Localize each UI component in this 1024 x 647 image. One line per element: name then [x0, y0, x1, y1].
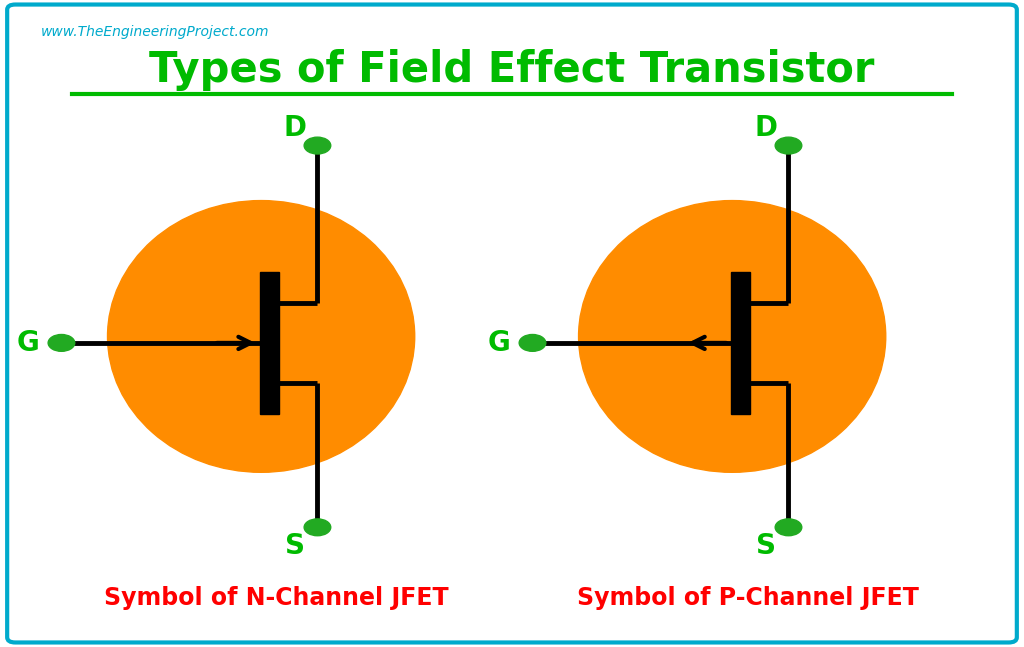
Text: www.TheEngineeringProject.com: www.TheEngineeringProject.com [41, 25, 269, 39]
Text: Symbol of P-Channel JFET: Symbol of P-Channel JFET [577, 586, 919, 611]
Text: S: S [285, 532, 305, 560]
Text: Types of Field Effect Transistor: Types of Field Effect Transistor [150, 49, 874, 91]
Text: Symbol of N-Channel JFET: Symbol of N-Channel JFET [104, 586, 449, 611]
Bar [731, 272, 750, 414]
Circle shape [775, 137, 802, 154]
Circle shape [519, 334, 546, 351]
Text: G: G [487, 329, 510, 357]
Ellipse shape [108, 201, 415, 472]
Circle shape [304, 137, 331, 154]
Circle shape [48, 334, 75, 351]
Text: S: S [756, 532, 776, 560]
FancyBboxPatch shape [7, 5, 1017, 642]
Text: D: D [284, 115, 306, 142]
Bar [260, 272, 279, 414]
Text: D: D [755, 115, 777, 142]
Circle shape [304, 519, 331, 536]
Circle shape [775, 519, 802, 536]
Ellipse shape [579, 201, 886, 472]
Text: G: G [16, 329, 39, 357]
